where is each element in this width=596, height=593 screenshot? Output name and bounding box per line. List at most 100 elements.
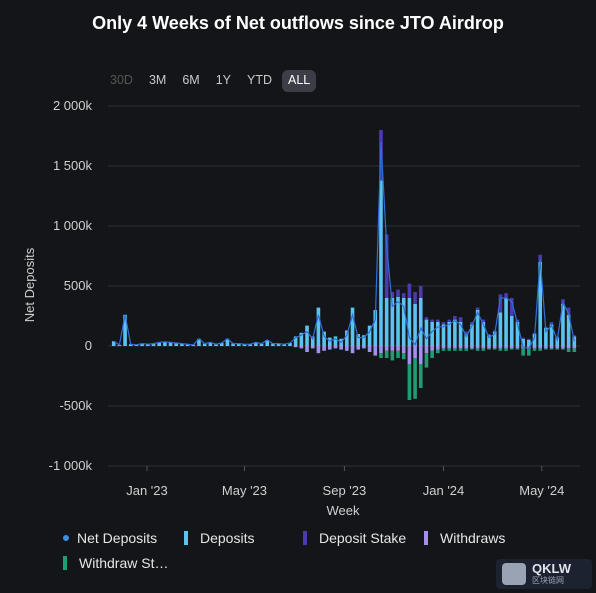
bar-deposits bbox=[345, 330, 349, 346]
bar-deposits bbox=[401, 298, 406, 346]
bar-withdraw-stake bbox=[424, 353, 429, 368]
chart-title: Only 4 Weeks of Net outflows since JTO A… bbox=[92, 13, 504, 33]
bar-withdraws bbox=[350, 346, 355, 354]
y-axis-title: Net Deposits bbox=[22, 247, 37, 322]
bar-deposit-stake bbox=[475, 307, 480, 310]
bar-deposits bbox=[424, 319, 429, 346]
bar-withdraws bbox=[418, 346, 423, 364]
range-button-3m[interactable]: 3M bbox=[148, 73, 167, 87]
bar-withdraws bbox=[549, 346, 554, 349]
bar-deposits bbox=[396, 296, 400, 346]
y-tick-label: 1 500k bbox=[53, 158, 93, 173]
bar-deposits bbox=[515, 322, 520, 346]
bar-withdraws bbox=[504, 346, 508, 349]
bar-deposits bbox=[561, 304, 565, 346]
bar-withdraws bbox=[413, 346, 417, 358]
bar-withdraw-stake bbox=[475, 348, 480, 351]
bar-deposits bbox=[259, 343, 264, 346]
bar-deposit-stake bbox=[384, 234, 389, 298]
bar-withdraw-stake bbox=[555, 348, 560, 350]
legend-bar-icon bbox=[424, 531, 428, 545]
bar-withdraws bbox=[481, 346, 486, 349]
bar-deposits bbox=[236, 343, 241, 346]
range-button-30d[interactable]: 30D bbox=[110, 73, 133, 87]
range-button-ytd[interactable]: YTD bbox=[246, 73, 272, 87]
bar-withdraw-stake bbox=[561, 348, 565, 350]
bar-deposits bbox=[242, 344, 247, 346]
bar-withdraws bbox=[407, 346, 412, 364]
bar-deposits bbox=[151, 343, 156, 346]
bar-deposits bbox=[146, 344, 150, 346]
bar-deposits bbox=[498, 312, 503, 346]
bar-withdraws bbox=[379, 346, 383, 354]
bar-withdraws bbox=[532, 346, 537, 349]
bar-withdraws bbox=[555, 346, 560, 349]
legend-bar-icon bbox=[303, 531, 307, 545]
bar-deposit-stake bbox=[515, 319, 520, 322]
bar-deposits bbox=[163, 341, 167, 346]
watermark-logo: QKLW 区块链网 bbox=[496, 559, 592, 589]
x-tick-label: Jan '23 bbox=[126, 483, 168, 498]
y-tick-label: 2 000k bbox=[53, 98, 93, 113]
bar-withdraw-stake bbox=[566, 348, 571, 352]
bar-deposits bbox=[333, 336, 338, 346]
bar-deposits bbox=[436, 322, 440, 346]
net-deposits-line bbox=[113, 141, 575, 350]
grid-lines bbox=[108, 105, 580, 471]
bar-deposits bbox=[555, 337, 560, 346]
bar-deposits bbox=[521, 338, 525, 346]
bar-withdraw-stake bbox=[481, 348, 486, 351]
bar-deposit-stake bbox=[498, 294, 503, 313]
bar-withdraws bbox=[430, 346, 434, 351]
bar-withdraws bbox=[424, 346, 429, 354]
bar-deposits bbox=[504, 298, 508, 346]
bar-withdraws bbox=[515, 346, 520, 349]
legend-item-withdraws[interactable]: Withdraws bbox=[424, 530, 505, 546]
x-tick-label: Jan '24 bbox=[423, 483, 465, 498]
bar-deposits bbox=[549, 324, 554, 346]
bar-deposits bbox=[390, 298, 395, 346]
bar-withdraw-stake bbox=[464, 348, 469, 351]
legend-label: Net Deposits bbox=[77, 530, 158, 546]
bar-withdraws bbox=[498, 346, 503, 349]
bar-withdraw-stake bbox=[498, 348, 503, 351]
bar-deposit-stake bbox=[527, 338, 531, 340]
legend-item-net-deposits[interactable]: Net Deposits bbox=[63, 530, 157, 546]
bar-withdraw-stake bbox=[441, 348, 446, 351]
bar-withdraws bbox=[401, 346, 406, 354]
bar-withdraws bbox=[544, 346, 548, 349]
bar-deposits bbox=[265, 340, 270, 346]
bar-deposit-stake bbox=[481, 319, 486, 322]
bar-deposits bbox=[305, 325, 309, 346]
legend-dot-icon bbox=[63, 535, 69, 541]
bar-deposits bbox=[509, 316, 514, 346]
legend-item-deposit-stake[interactable]: Deposit Stake bbox=[303, 530, 406, 546]
range-button-6m[interactable]: 6M bbox=[182, 73, 200, 87]
bar-withdraw-stake bbox=[436, 349, 440, 354]
bar-withdraws bbox=[572, 346, 577, 349]
bar-deposit-stake bbox=[424, 317, 429, 320]
legend-bar-icon bbox=[63, 556, 67, 570]
range-button-1y[interactable]: 1Y bbox=[215, 73, 231, 87]
bar-withdraw-stake bbox=[538, 348, 542, 351]
bar-withdraws bbox=[538, 346, 542, 349]
bar-deposits bbox=[208, 342, 213, 346]
bar-withdraw-stake bbox=[413, 358, 417, 399]
bar-deposit-stake bbox=[413, 292, 417, 304]
legend-item-withdraw-stake[interactable]: Withdraw St… bbox=[63, 555, 168, 571]
legend-label: Deposits bbox=[200, 530, 255, 546]
bar-deposit-stake bbox=[509, 298, 514, 316]
time-range-selector: 30D 3M 6M 1Y YTD ALL bbox=[104, 70, 317, 92]
range-button-all[interactable]: ALL bbox=[281, 70, 317, 92]
bar-deposit-stake bbox=[436, 319, 440, 322]
bar-withdraws bbox=[464, 346, 469, 349]
bar-deposits bbox=[168, 342, 173, 346]
bar-deposits bbox=[373, 310, 378, 346]
bar-withdraws bbox=[293, 346, 298, 348]
bar-withdraw-stake bbox=[447, 348, 452, 351]
bar-withdraws bbox=[475, 346, 480, 349]
bar-deposit-stake bbox=[401, 293, 406, 298]
bar-withdraws bbox=[509, 346, 514, 349]
legend-item-deposits[interactable]: Deposits bbox=[184, 530, 254, 546]
bar-withdraw-stake bbox=[487, 348, 491, 350]
